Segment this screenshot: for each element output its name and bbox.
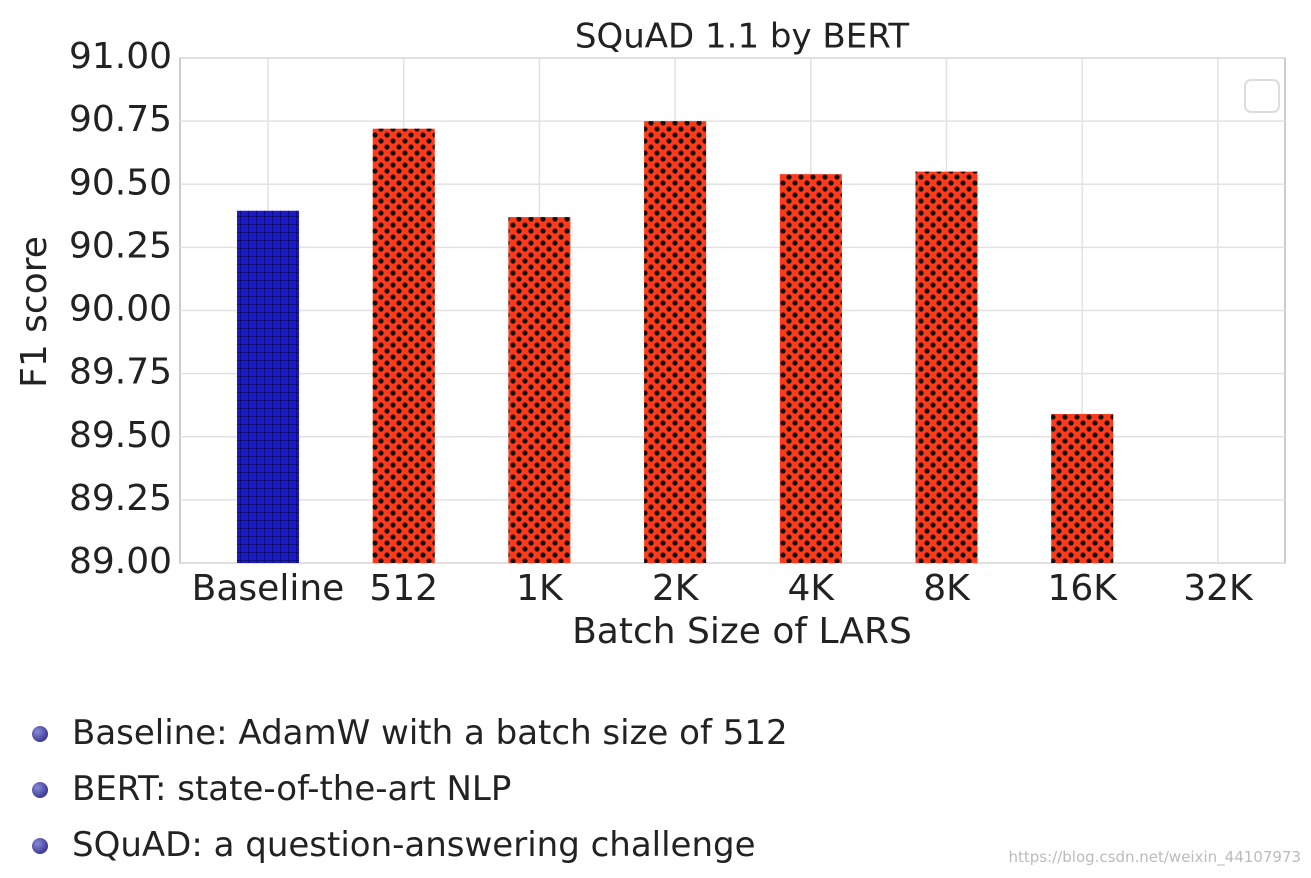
- legend-box: [1244, 79, 1280, 113]
- x-axis-label: Batch Size of LARS: [572, 611, 912, 652]
- y-tick-label: 91.00: [69, 36, 172, 77]
- y-tick-label: 89.00: [69, 541, 172, 582]
- bar-hatch: [508, 217, 571, 563]
- chart: SQuAD 1.1 by BERT Batch Size of LARS F1 …: [14, 17, 1286, 652]
- y-tick-label: 89.25: [69, 478, 172, 519]
- y-tick-label: 89.50: [69, 415, 172, 456]
- y-tick-label: 90.50: [69, 162, 172, 203]
- y-tick-label: 90.75: [69, 99, 172, 140]
- y-tick-label: 90.00: [69, 289, 172, 330]
- x-tick-label: 1K: [516, 568, 564, 609]
- y-tick-label: 89.75: [69, 352, 172, 393]
- x-tick-label: 4K: [788, 568, 836, 609]
- y-axis-label: F1 score: [14, 236, 55, 388]
- x-tick-label: 2K: [652, 568, 700, 609]
- note: SQuAD: a question-answering challenge: [28, 817, 788, 873]
- bar-hatch: [237, 210, 299, 563]
- watermark: https://blog.csdn.net/weixin_44107973: [1008, 848, 1301, 866]
- note: Baseline: AdamW with a batch size of 512: [28, 705, 788, 761]
- notes: Baseline: AdamW with a batch size of 512…: [28, 705, 788, 873]
- chart-title: SQuAD 1.1 by BERT: [575, 17, 909, 57]
- bar-hatch: [644, 121, 707, 563]
- bar-hatch: [372, 128, 435, 563]
- x-tick-label: 16K: [1047, 568, 1118, 609]
- x-tick-label: 512: [369, 568, 438, 609]
- y-tick-label: 90.25: [69, 225, 172, 266]
- x-tick-label: 32K: [1183, 568, 1254, 609]
- bar-hatch: [779, 174, 842, 563]
- bar-hatch: [1051, 414, 1114, 563]
- x-tick-label: 8K: [923, 568, 971, 609]
- bar-hatch: [915, 171, 978, 563]
- note: BERT: state-of-the-art NLP: [28, 761, 788, 817]
- x-tick-label: Baseline: [192, 568, 345, 609]
